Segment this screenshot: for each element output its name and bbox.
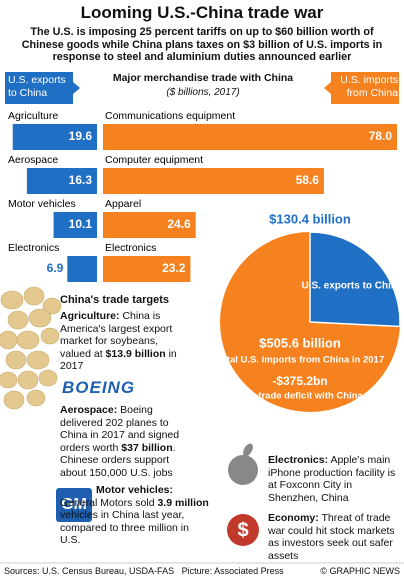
value-label: 19.6 xyxy=(69,129,93,143)
legend-imports: U.S. imports from China xyxy=(340,74,398,99)
target-highlight: $37 billion xyxy=(121,441,173,454)
subtitle: The U.S. is imposing 25 percent tariffs … xyxy=(21,26,383,63)
gm-logo-text: GM xyxy=(61,496,87,513)
exports-box xyxy=(5,72,73,104)
boeing-logo: BOEING xyxy=(62,378,136,397)
category-label: Apparel xyxy=(105,198,141,210)
value-label: 58.6 xyxy=(296,173,320,187)
pie-slice xyxy=(309,231,401,328)
target-economy: Economy: Threat of trade war could hit s… xyxy=(268,512,400,562)
category-label: Motor vehicles xyxy=(8,198,76,210)
imports-box xyxy=(331,72,399,104)
credit: © GRAPHIC NEWS xyxy=(320,566,400,576)
sources-text: Sources: U.S. Census Bureau, USDA-FAS xyxy=(4,566,175,576)
target-text: vehicles in China last year, compared to… xyxy=(60,509,189,546)
annotation: -$375.2bn xyxy=(272,374,327,388)
dollar-icon xyxy=(227,514,259,546)
bar xyxy=(103,212,196,238)
apple-leaf xyxy=(243,443,253,457)
gm-logo xyxy=(56,488,92,522)
chart-title: Major merchandise trade with China xyxy=(112,72,294,84)
targets-title: China's trade targets xyxy=(60,294,169,306)
picture-credit: Picture: Associated Press xyxy=(181,566,284,576)
chart-subtitle: ($ billions, 2017) xyxy=(166,87,240,98)
bar xyxy=(67,256,97,282)
dollar-sign: $ xyxy=(237,519,248,541)
target-label: Motor vehicles: xyxy=(96,484,174,496)
target-text: China is America's largest export market… xyxy=(60,310,173,360)
target-highlight: $13.9 billion xyxy=(105,347,166,360)
slice-value: $130.4 billion xyxy=(269,211,351,226)
apple-icon xyxy=(228,455,258,485)
slice-value: $505.6 billion xyxy=(259,335,341,350)
category-label: Electronics xyxy=(105,242,156,254)
bar xyxy=(26,168,97,194)
category-label: Aerospace xyxy=(8,154,58,166)
target-electronics: Electronics: Apple's main iPhone product… xyxy=(268,454,400,504)
value-label: 16.3 xyxy=(69,173,93,187)
category-label: Communications equipment xyxy=(105,110,235,122)
target-label: Economy: xyxy=(268,512,319,524)
arrow xyxy=(73,82,80,94)
target-label: Aerospace: xyxy=(60,404,118,416)
value-label: 10.1 xyxy=(69,217,93,231)
value-label: 24.6 xyxy=(167,217,191,231)
target-text: Threat of trade war could hit stock mark… xyxy=(268,512,395,562)
target-text: General Motors sold xyxy=(60,496,158,509)
bar xyxy=(103,168,324,194)
slice-label: U.S. exports to China xyxy=(301,281,403,292)
target-text: Apple's main iPhone production facility … xyxy=(268,454,396,504)
title: Looming U.S.-China trade war xyxy=(80,3,324,22)
sources: Sources: U.S. Census Bureau, USDA-FAS Pi… xyxy=(4,566,284,576)
target-text: . Chinese orders support about 150,000 U… xyxy=(60,441,176,479)
target-text: Boeing delivered 202 planes to China in … xyxy=(60,404,180,454)
category-label: Computer equipment xyxy=(105,154,203,166)
target-highlight: 3.9 million xyxy=(157,496,209,509)
target-agriculture: Agriculture: China is America's largest … xyxy=(60,310,180,373)
bar xyxy=(12,124,97,150)
bar xyxy=(53,212,97,238)
target-motor: Motor vehicles: General Motors sold 3.9 … xyxy=(60,484,210,547)
category-label: Agriculture xyxy=(8,110,58,122)
target-text: in 2017 xyxy=(60,347,177,373)
arrow xyxy=(324,82,331,94)
bar xyxy=(103,124,398,150)
target-aerospace: Aerospace: Boeing delivered 202 planes t… xyxy=(60,404,190,479)
value-label: 78.0 xyxy=(369,129,393,143)
annotation: U.S. trade deficit with China xyxy=(237,391,363,402)
legend-exports: U.S. exports to China xyxy=(8,74,66,99)
target-label: Electronics: xyxy=(268,454,329,466)
value-label: 23.2 xyxy=(162,261,186,275)
bar xyxy=(103,256,191,282)
slice-label: Total U.S. imports from China in 2017 xyxy=(216,355,384,366)
category-label: Electronics xyxy=(8,242,59,254)
value-label: 6.9 xyxy=(47,261,64,275)
soybean-picture xyxy=(0,286,62,410)
target-label: Agriculture: xyxy=(60,310,120,322)
